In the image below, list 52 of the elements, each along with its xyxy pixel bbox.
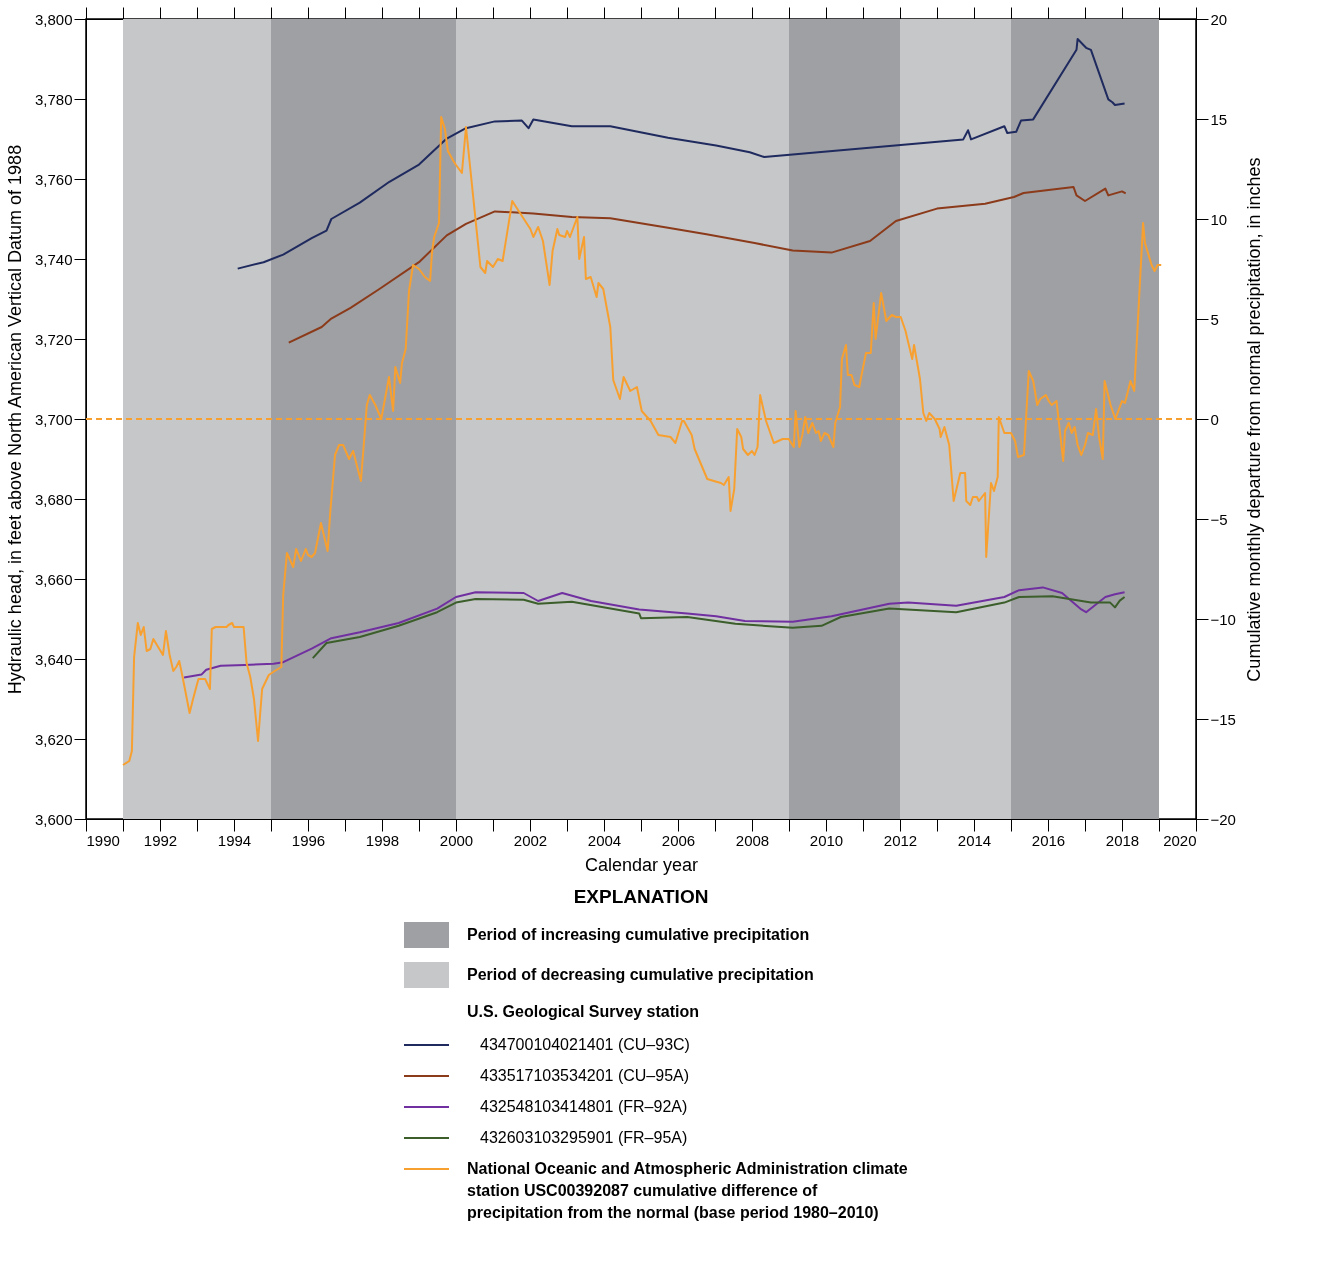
x-tick-label: 1998 bbox=[365, 831, 400, 849]
legend-label: National Oceanic and Atmospheric Administration climate station USC00392087 cumulative difference of precipitation from the normal (base period 1980–2010) bbox=[467, 1160, 908, 1221]
x-tick-label: 2004 bbox=[587, 831, 622, 849]
legend-label: Period of decreasing cumulative precipitation bbox=[467, 966, 814, 983]
x-tick-label: 1990 bbox=[86, 831, 120, 849]
y2-tick-label: 5 bbox=[1210, 310, 1219, 328]
x-tick-label: 2006 bbox=[661, 831, 696, 849]
x-tick-label: 2014 bbox=[957, 831, 992, 849]
legend-label: 433517103534201 (CU–95A) bbox=[480, 1067, 690, 1084]
x-tick-label: 1996 bbox=[291, 831, 326, 849]
y2-tick-label: 0 bbox=[1210, 410, 1219, 428]
x-tick-label: 1992 bbox=[143, 831, 178, 849]
legend-title: EXPLANATION bbox=[573, 886, 709, 907]
legend-label: 434700104021401 (CU–93C) bbox=[480, 1036, 690, 1053]
text: U.S. Geological Survey station bbox=[467, 1003, 700, 1020]
y2-tick-label: −15 bbox=[1210, 710, 1236, 728]
y-tick-label: 3,780 bbox=[34, 90, 73, 108]
x-tick-label: 1994 bbox=[217, 831, 252, 849]
y-axis-title: Hydraulic head, in feet above North American Vertical Datum of 1988 bbox=[4, 144, 25, 695]
y-tick-label: 3,740 bbox=[34, 250, 73, 268]
y2-axis-title: Cumulative monthly departure from normal precipitation, in inches bbox=[1243, 157, 1264, 682]
y2-tick-label: −10 bbox=[1210, 610, 1236, 628]
y2-tick-label: −5 bbox=[1210, 510, 1228, 528]
y-tick-label: 3,760 bbox=[34, 170, 73, 188]
y2-tick-label: 15 bbox=[1210, 110, 1228, 128]
x-tick-label: 2012 bbox=[883, 831, 918, 849]
x-tick-label: 2010 bbox=[809, 831, 844, 849]
y-tick-label: 3,700 bbox=[34, 410, 73, 428]
y-tick-label: 3,640 bbox=[34, 650, 73, 668]
line-series bbox=[287, 186, 1127, 344]
x-tick-label: 2002 bbox=[513, 831, 548, 849]
x-tick-label: 2020 bbox=[1163, 831, 1197, 849]
y-tick-label: 3,680 bbox=[34, 490, 73, 508]
legend-label: 432548103414801 (FR–92A) bbox=[480, 1098, 688, 1115]
x-tick-label: 2016 bbox=[1031, 831, 1066, 849]
y-tick-label: 3,600 bbox=[34, 810, 73, 828]
line-series bbox=[311, 595, 1126, 660]
x-tick-label: 2000 bbox=[439, 831, 474, 849]
y-tick-label: 3,620 bbox=[34, 730, 73, 748]
x-tick-label: 2008 bbox=[735, 831, 770, 849]
legend-label: Period of increasing cumulative precipitation bbox=[467, 926, 810, 943]
y2-tick-label: 10 bbox=[1210, 210, 1228, 228]
y-tick-label: 3,800 bbox=[34, 10, 73, 28]
y-tick-label: 3,660 bbox=[34, 570, 73, 588]
y2-tick-label: −20 bbox=[1210, 810, 1236, 828]
y-tick-label: 3,720 bbox=[34, 330, 73, 348]
y2-tick-label: 20 bbox=[1210, 10, 1228, 28]
x-axis-title: Calendar year bbox=[584, 854, 699, 875]
legend-label: 432603103295901 (FR–95A) bbox=[480, 1129, 688, 1146]
x-tick-label: 2018 bbox=[1105, 831, 1140, 849]
line-series bbox=[183, 586, 1126, 679]
line-series bbox=[236, 38, 1126, 270]
